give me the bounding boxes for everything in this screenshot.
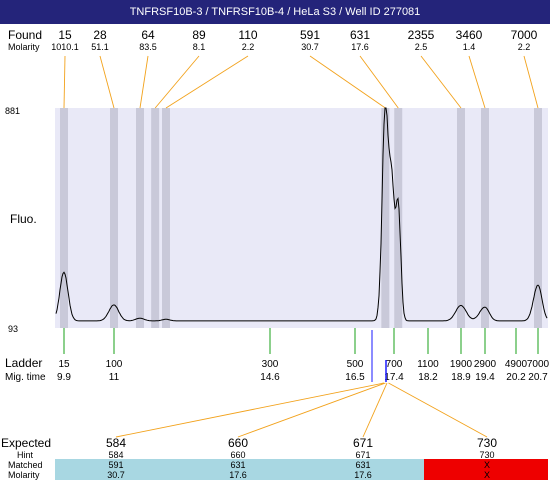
found-row-label: Found [8,28,42,42]
ladder-time-label: 18.9 [451,372,471,383]
peak-band [481,108,489,328]
ladder-size-label: 500 [347,359,364,370]
peak-band [394,108,403,328]
matched-label: X [484,460,490,470]
matched-bar [178,459,301,480]
found-molarity-label: 8.1 [193,42,206,52]
ladder-row-label: Ladder [5,356,42,370]
expected-size-label: 584 [106,436,126,450]
expected-connector-line [115,382,385,438]
matched-label: 591 [108,460,123,470]
found-size-label: 64 [141,28,155,42]
missing-bar [424,459,548,480]
ladder-size-label: 15 [58,359,70,370]
expected-size-label: 660 [228,436,248,450]
ladder-time-label: 16.5 [345,372,365,383]
ladder-size-label: 1900 [450,359,473,370]
mig-time-row-label: Mig. time [5,372,46,383]
hint-label: 671 [355,450,370,460]
expected-connector-line [237,382,386,438]
ladder-time-label: 14.6 [260,372,280,383]
peak-band [60,108,68,328]
found-size-label: 591 [300,28,320,42]
molarity2-row-label: Molarity [8,470,40,480]
matched-molarity-label: 17.6 [354,470,372,480]
found-size-label: 7000 [511,28,538,42]
expected-size-label: 671 [353,436,373,450]
plot-area [55,108,548,328]
hint-label: 584 [108,450,123,460]
peak-band [136,108,144,328]
matched-molarity-label: 17.6 [229,470,247,480]
found-connector-line [309,55,386,109]
ladder-time-label: 20.7 [528,372,548,383]
matched-molarity-label: X [484,470,490,480]
matched-label: 631 [230,460,245,470]
peak-band [534,108,542,328]
y-tick-top: 881 [5,106,20,116]
ladder-time-label: 11 [109,372,120,383]
ladder-size-label: 2900 [474,359,497,370]
found-molarity-label: 2.2 [242,42,255,52]
matched-molarity-label: 30.7 [107,470,125,480]
hint-label: 660 [230,450,245,460]
found-molarity-label: 30.7 [301,42,319,52]
peak-band [151,108,160,328]
found-connector-line [523,55,539,109]
found-connector-line [468,55,486,109]
found-connector-line [165,55,249,109]
peak-band [162,108,170,328]
hint-label: 730 [479,450,494,460]
found-size-label: 110 [238,28,257,42]
found-molarity-label: 1.4 [463,42,476,52]
ladder-size-label: 300 [262,359,279,370]
expected-size-label: 730 [477,436,497,450]
peak-band [110,108,118,328]
ladder-time-label: 9.9 [57,372,71,383]
chart-title: TNFRSF10B-3 / TNFRSF10B-4 / HeLa S3 / We… [0,0,550,24]
y-tick-bottom: 93 [8,324,18,334]
found-connector-line [420,55,462,109]
fluo-axis-label: Fluo. [10,212,37,226]
found-size-label: 2355 [408,28,435,42]
matched-bar [55,459,178,480]
fluorescence-trace [55,107,548,322]
found-size-label: 3460 [456,28,483,42]
found-size-label: 28 [93,28,107,42]
peak-band [457,108,465,328]
found-molarity-label: 2.5 [415,42,428,52]
found-connector-line [139,55,149,109]
matched-label: 631 [355,460,370,470]
ladder-size-label: 7000 [527,359,550,370]
ladder-size-label: 700 [386,359,403,370]
found-connector-line [359,55,399,109]
expected-connector-line [362,382,388,438]
matched-bar [301,459,424,480]
found-molarity-label: 1010.1 [51,42,79,52]
found-connector-line [99,55,115,109]
ladder-time-label: 18.2 [418,372,438,383]
ladder-size-label: 4900 [505,359,528,370]
ladder-time-label: 19.4 [475,372,495,383]
found-size-label: 89 [192,28,206,42]
ladder-size-label: 1100 [417,359,439,370]
ladder-time-label: 17.4 [384,372,404,383]
found-molarity-label: 83.5 [139,42,157,52]
found-connector-line [154,55,200,109]
molarity-row-label: Molarity [8,42,40,52]
found-connector-line [63,55,66,109]
matched-row-label: Matched [8,460,43,470]
found-molarity-label: 51.1 [91,42,109,52]
found-size-label: 631 [350,28,370,42]
expected-row-label: Expected [1,436,51,450]
hint-row-label: Hint [17,450,34,460]
found-molarity-label: 17.6 [351,42,369,52]
ladder-size-label: 100 [106,359,123,370]
ladder-time-label: 20.2 [506,372,526,383]
expected-connector-line [388,382,488,438]
found-molarity-label: 2.2 [518,42,531,52]
peak-band [381,108,390,328]
found-size-label: 15 [58,28,72,42]
